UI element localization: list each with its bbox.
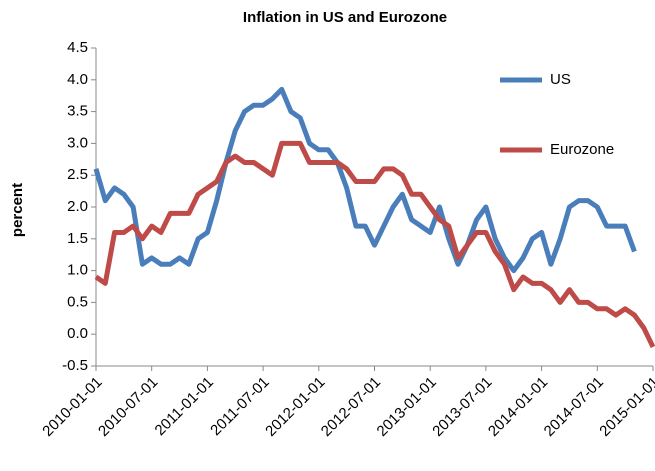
y-tick-label: 0.5 xyxy=(67,293,88,310)
y-tick-label: 3.0 xyxy=(67,134,88,151)
x-tick-label: 2013-01-01 xyxy=(374,374,440,440)
series-line xyxy=(93,86,637,274)
legend-label: US xyxy=(550,71,571,88)
x-tick-label: 2013-07-01 xyxy=(429,374,495,440)
y-tick-label: 4.5 xyxy=(67,39,88,56)
y-tick-label: 3.5 xyxy=(67,103,88,120)
y-tick-label: 1.0 xyxy=(67,262,88,279)
legend-label: Eurozone xyxy=(550,141,614,158)
y-axis-label: percent xyxy=(9,183,26,237)
y-tick-label: 0.0 xyxy=(67,325,88,342)
y-tick-label: 2.5 xyxy=(67,166,88,183)
y-tick-label: 2.0 xyxy=(67,198,88,215)
chart-title: Inflation in US and Eurozone xyxy=(243,9,447,26)
y-tick-label: 4.0 xyxy=(67,71,88,88)
x-tick-label: 2015-01-01 xyxy=(596,374,655,440)
x-tick-label: 2011-01-01 xyxy=(152,374,217,439)
x-tick-label: 2010-07-01 xyxy=(95,374,161,440)
x-tick-label: 2012-01-01 xyxy=(262,374,328,440)
x-tick-label: 2010-01-01 xyxy=(39,374,105,440)
y-tick-label: -0.5 xyxy=(62,357,88,374)
series-line xyxy=(94,140,655,349)
x-tick-label: 2014-07-01 xyxy=(541,374,607,440)
x-tick-label: 2014-01-01 xyxy=(485,374,551,440)
y-tick-label: 1.5 xyxy=(67,230,88,247)
x-tick-label: 2012-07-01 xyxy=(318,374,384,440)
